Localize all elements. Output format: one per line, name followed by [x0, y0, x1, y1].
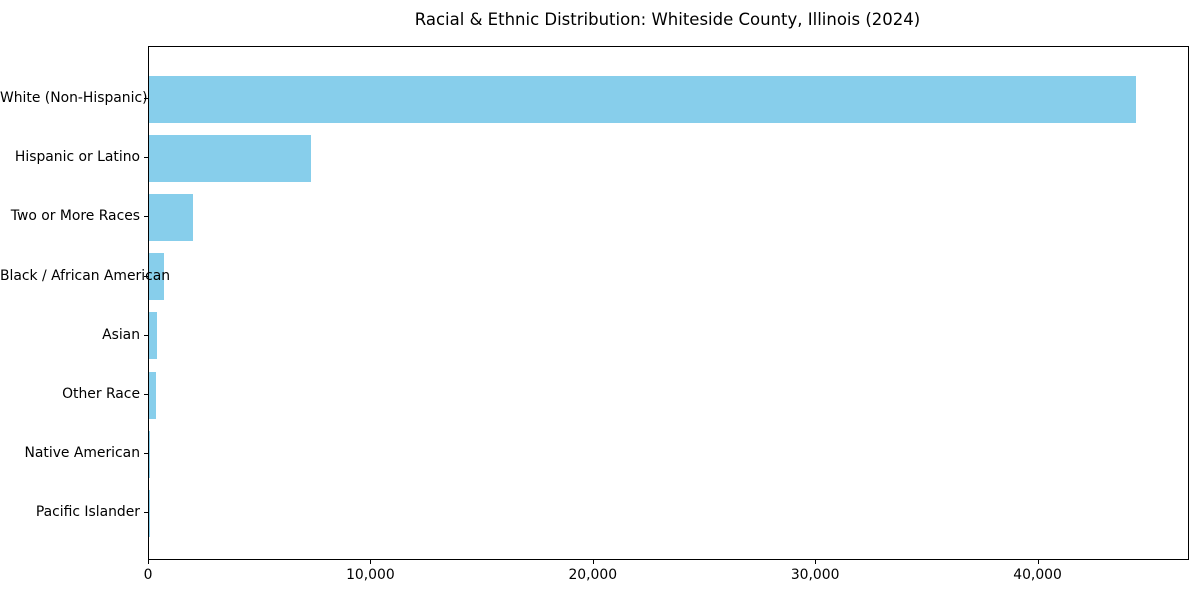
x-tick-label-0: 0 [143, 567, 153, 583]
x-tick-mark [1037, 560, 1039, 564]
y-tick-mark [144, 394, 148, 395]
x-tick-mark [815, 560, 817, 564]
x-tick-label-20-000: 20,000 [568, 567, 618, 583]
y-tick-label-two-or-more-races: Two or More Races [10, 208, 140, 225]
y-tick-mark [144, 275, 148, 277]
y-tick-mark [144, 216, 148, 218]
x-tick-mark [592, 560, 594, 564]
bar-other-race [149, 371, 156, 419]
chart-title: Racial & Ethnic Distribution: Whiteside … [414, 10, 921, 29]
bar-two-or-more-races [149, 193, 194, 241]
y-tick-label-native-american: Native American [24, 445, 141, 462]
bar-hispanic-or-latino [149, 134, 312, 182]
y-tick-mark [144, 334, 148, 336]
y-tick-mark [144, 453, 148, 455]
y-tick-label-other-race: Other Race [62, 386, 140, 402]
x-tick-label-40-000: 40,000 [1013, 567, 1062, 583]
x-tick-mark [148, 560, 149, 564]
x-tick-label-30-000: 30,000 [790, 567, 840, 583]
y-tick-mark [144, 98, 148, 99]
y-tick-label-black-african-american: Black / African American [0, 267, 171, 284]
y-tick-mark [144, 512, 148, 514]
y-tick-label-white-non-hispanic: White (Non-Hispanic) [0, 90, 148, 106]
plot-area [148, 46, 1189, 560]
y-tick-label-hispanic-or-latino: Hispanic or Latino [14, 149, 140, 166]
bar-asian [149, 312, 157, 360]
y-tick-label-pacific-islander: Pacific Islander [35, 504, 140, 521]
x-tick-mark [370, 560, 372, 564]
y-tick-mark [144, 157, 148, 159]
bar-black-african-american [149, 253, 165, 301]
x-tick-label-10-000: 10,000 [346, 567, 395, 583]
y-tick-label-asian: Asian [102, 326, 140, 343]
bar-white-non-hispanic [149, 75, 1137, 123]
